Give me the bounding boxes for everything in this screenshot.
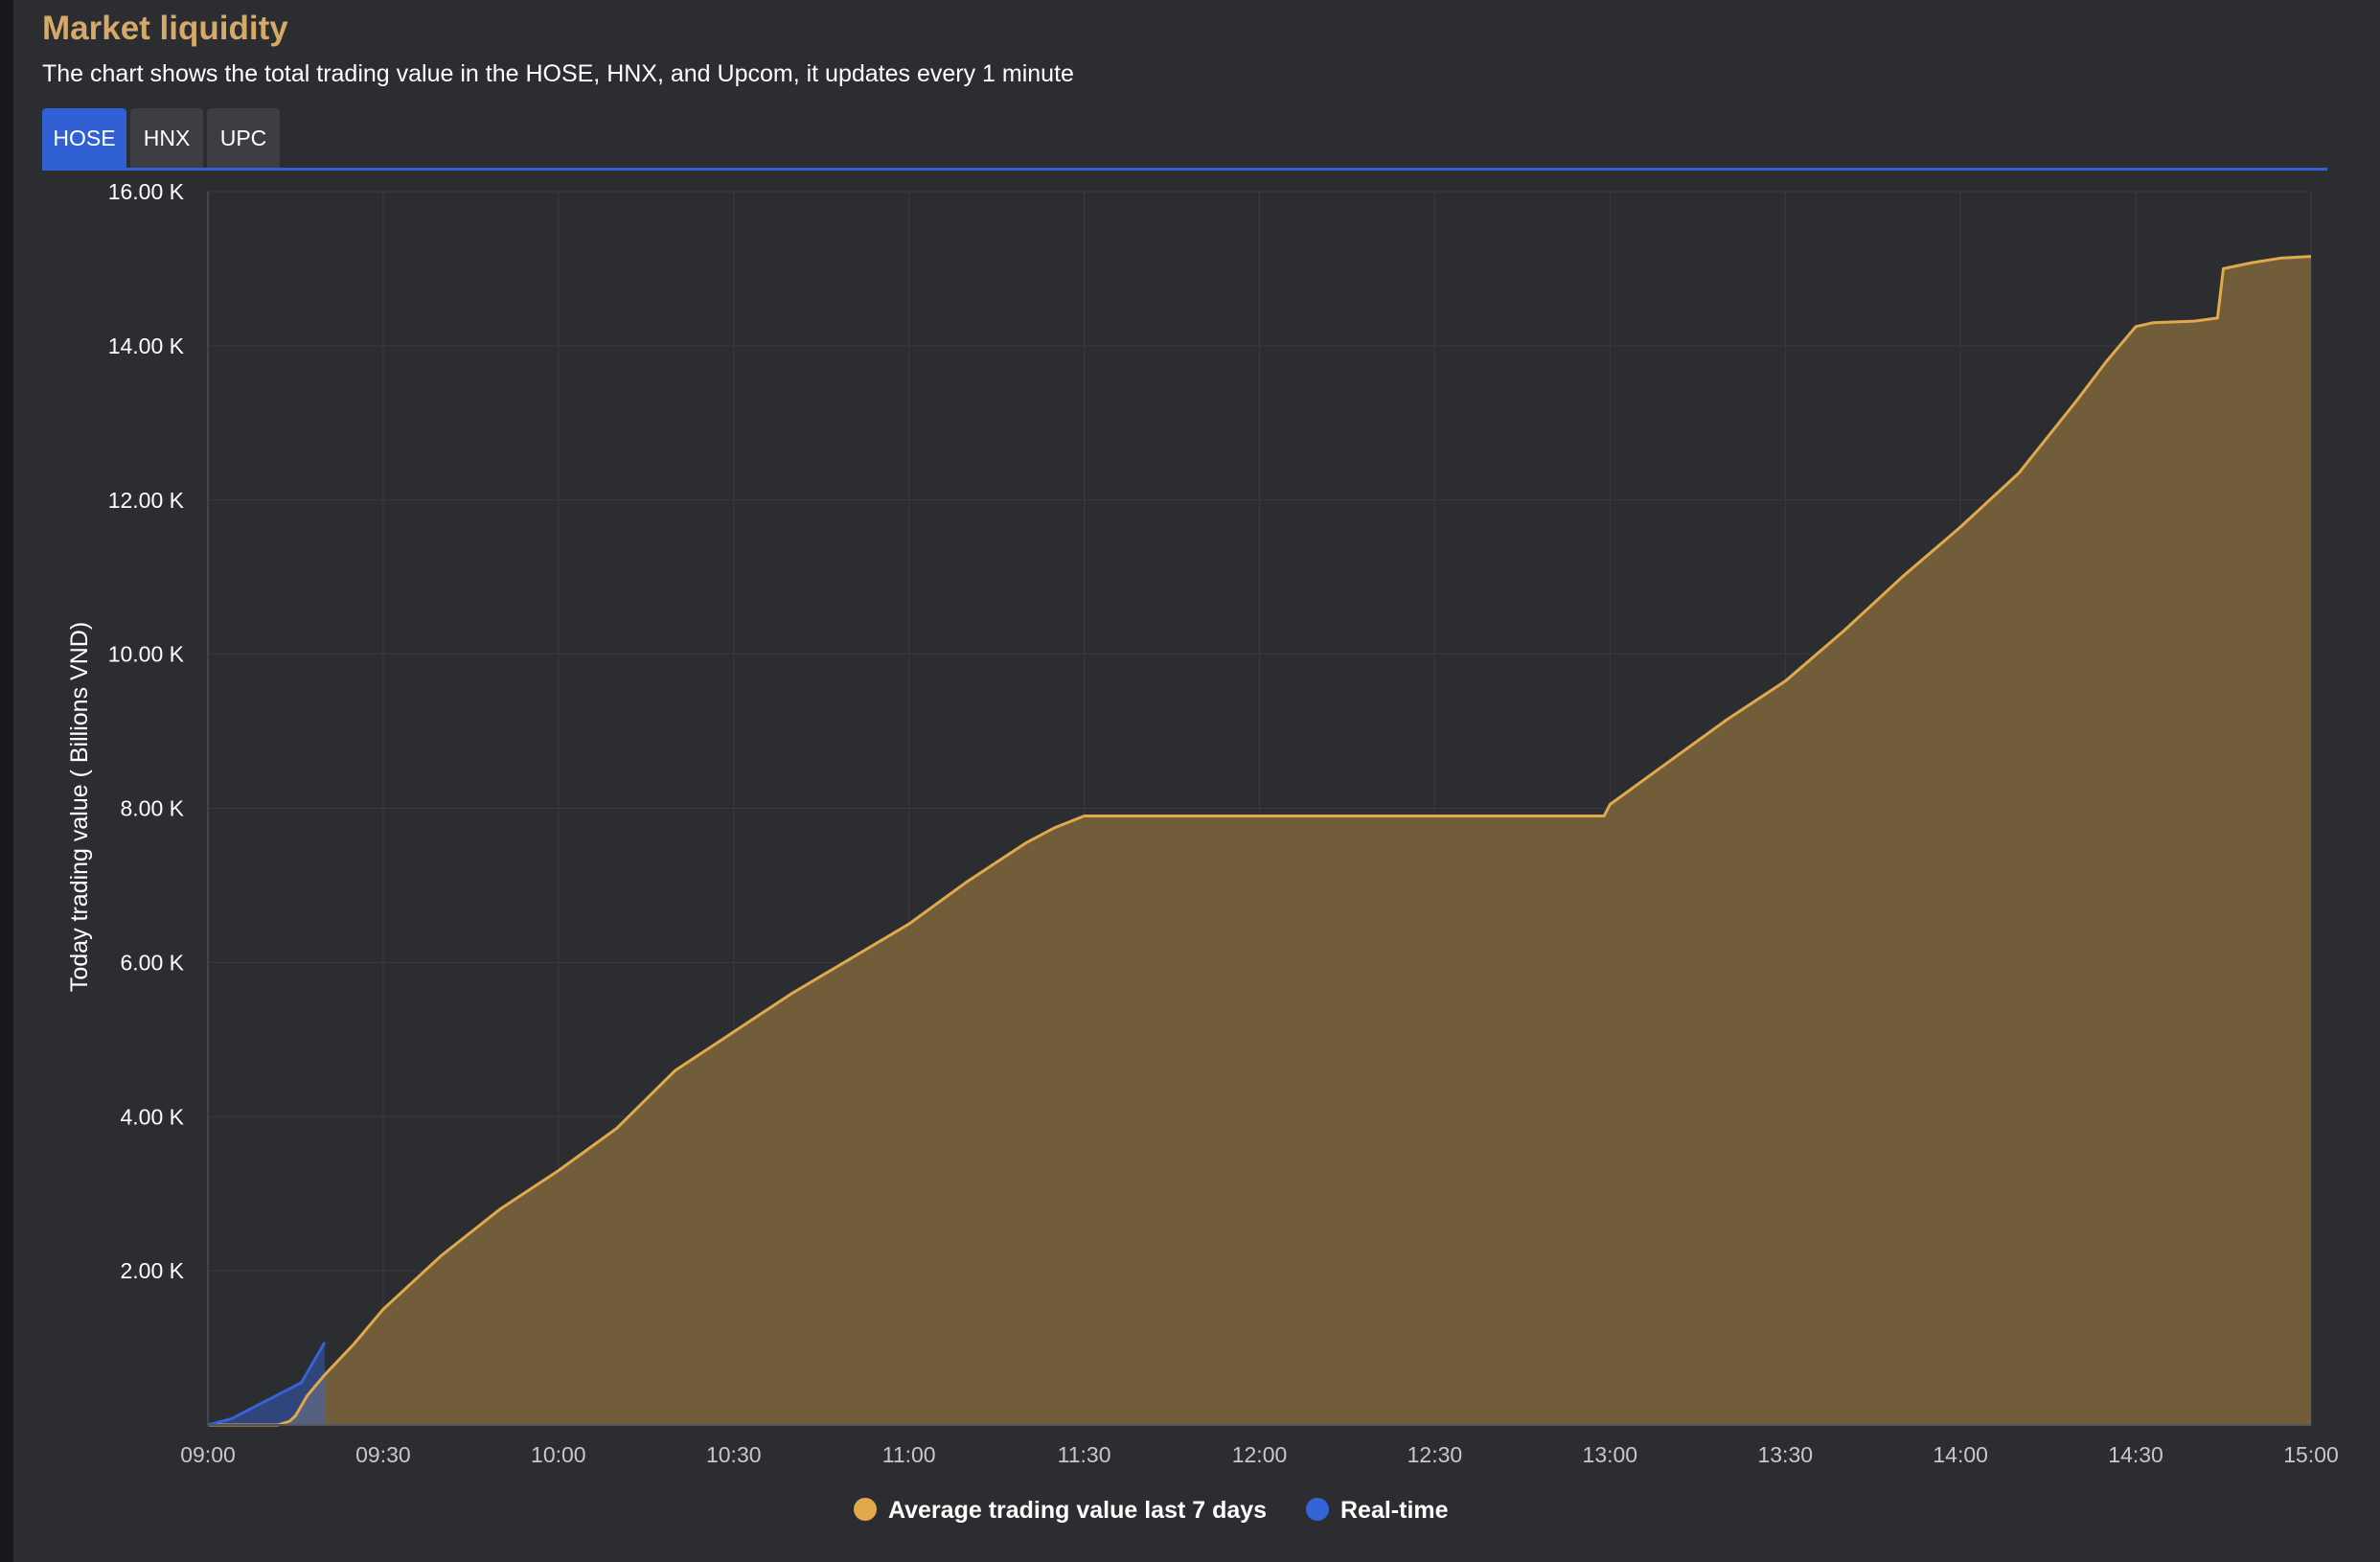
x-tick-label: 13:30: [1757, 1442, 1813, 1467]
y-tick-label: 2.00 K: [121, 1258, 185, 1283]
realtime-line: [207, 1342, 327, 1427]
page-subtitle: The chart shows the total trading value …: [42, 60, 1074, 87]
legend-realtime-marker: [1306, 1498, 1329, 1521]
y-tick-label: 6.00 K: [121, 950, 185, 975]
x-tick-label: 10:30: [706, 1442, 762, 1467]
y-axis-label: Today trading value ( Billions VND): [66, 622, 93, 992]
y-tick-label: 12.00 K: [108, 488, 185, 513]
legend-average-marker: [854, 1498, 877, 1521]
tab-upc[interactable]: UPC: [207, 108, 280, 168]
y-tick-label: 16.00 K: [108, 179, 185, 204]
average-line: [208, 255, 2312, 1427]
x-tick-label: 14:30: [2108, 1442, 2163, 1467]
x-tick-label: 12:00: [1232, 1442, 1288, 1467]
tab-underline: [42, 168, 2327, 171]
x-tick-label: 11:00: [882, 1442, 936, 1467]
x-tick-label: 14:00: [1933, 1442, 1988, 1467]
x-tick-label: 11:30: [1058, 1442, 1111, 1467]
x-tick-label: 09:30: [355, 1442, 411, 1467]
tab-hose[interactable]: HOSE: [42, 108, 126, 168]
legend-realtime-label: Real-time: [1340, 1497, 1449, 1524]
y-tick-label: 10.00 K: [108, 642, 185, 667]
page-title: Market liquidity: [42, 10, 288, 47]
x-tick-label: 15:00: [2283, 1442, 2339, 1467]
realtime-area: [208, 1342, 325, 1425]
y-tick-label: 14.00 K: [108, 333, 185, 358]
x-tick-label: 09:00: [180, 1442, 236, 1467]
tab-hnx[interactable]: HNX: [130, 108, 203, 168]
x-tick-label: 13:00: [1583, 1442, 1638, 1467]
x-tick-label: 10:00: [531, 1442, 586, 1467]
average-area: [208, 256, 2311, 1426]
y-tick-label: 4.00 K: [121, 1104, 185, 1129]
legend-average-label: Average trading value last 7 days: [888, 1497, 1267, 1524]
y-tick-label: 8.00 K: [121, 796, 185, 821]
x-tick-label: 12:30: [1407, 1442, 1463, 1467]
